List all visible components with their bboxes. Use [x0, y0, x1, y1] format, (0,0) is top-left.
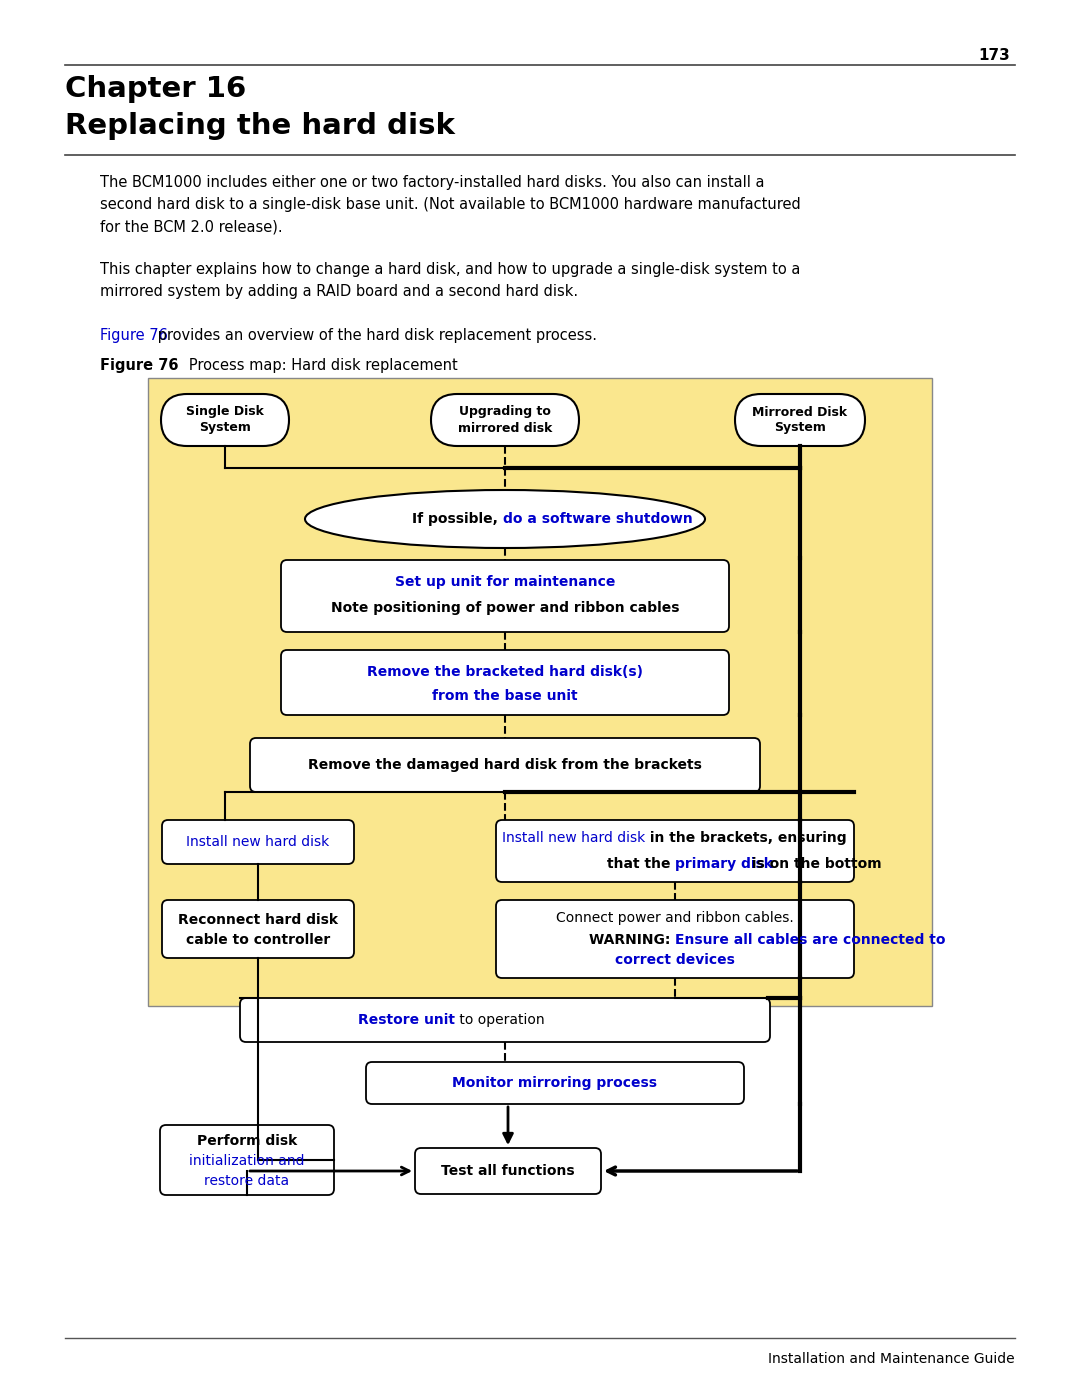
- Text: Restore unit: Restore unit: [357, 1013, 455, 1027]
- Text: Test all functions: Test all functions: [442, 1164, 575, 1178]
- Text: Monitor mirroring process: Monitor mirroring process: [453, 1076, 658, 1090]
- FancyBboxPatch shape: [161, 394, 289, 446]
- Text: If possible,: If possible,: [413, 511, 503, 527]
- Text: Remove the bracketed hard disk(s): Remove the bracketed hard disk(s): [367, 665, 643, 679]
- Text: Mirrored Disk
System: Mirrored Disk System: [753, 405, 848, 434]
- Text: cable to controller: cable to controller: [186, 933, 330, 947]
- Text: Single Disk
System: Single Disk System: [186, 405, 264, 434]
- Text: Ensure all cables are connected to: Ensure all cables are connected to: [675, 933, 945, 947]
- Text: Remove the damaged hard disk from the brackets: Remove the damaged hard disk from the br…: [308, 759, 702, 773]
- FancyBboxPatch shape: [162, 900, 354, 958]
- FancyBboxPatch shape: [496, 900, 854, 978]
- FancyBboxPatch shape: [249, 738, 760, 792]
- Text: Replacing the hard disk: Replacing the hard disk: [65, 112, 455, 140]
- Text: This chapter explains how to change a hard disk, and how to upgrade a single-dis: This chapter explains how to change a ha…: [100, 263, 800, 299]
- FancyBboxPatch shape: [735, 394, 865, 446]
- Text: correct devices: correct devices: [616, 953, 734, 967]
- Text: to operation: to operation: [455, 1013, 544, 1027]
- Text: 173: 173: [978, 47, 1010, 63]
- Text: The BCM1000 includes either one or two factory-installed hard disks. You also ca: The BCM1000 includes either one or two f…: [100, 175, 800, 235]
- Text: Installation and Maintenance Guide: Installation and Maintenance Guide: [768, 1352, 1015, 1366]
- Text: that the: that the: [607, 856, 675, 870]
- FancyBboxPatch shape: [496, 820, 854, 882]
- Text: Set up unit for maintenance: Set up unit for maintenance: [395, 576, 616, 590]
- Text: Reconnect hard disk: Reconnect hard disk: [178, 914, 338, 928]
- Text: do a software shutdown: do a software shutdown: [503, 511, 692, 527]
- Text: provides an overview of the hard disk replacement process.: provides an overview of the hard disk re…: [153, 328, 597, 344]
- Text: restore data: restore data: [204, 1173, 289, 1187]
- Text: Install new hard disk: Install new hard disk: [502, 831, 645, 845]
- Text: Upgrading to
mirrored disk: Upgrading to mirrored disk: [458, 405, 552, 434]
- FancyBboxPatch shape: [281, 560, 729, 631]
- Text: primary disk: primary disk: [675, 856, 773, 870]
- Text: is on the bottom: is on the bottom: [747, 856, 881, 870]
- Text: Perform disk: Perform disk: [197, 1134, 297, 1148]
- Text: WARNING:: WARNING:: [589, 933, 675, 947]
- Text: initialization and: initialization and: [189, 1154, 305, 1168]
- Text: from the base unit: from the base unit: [432, 689, 578, 703]
- FancyBboxPatch shape: [431, 394, 579, 446]
- FancyBboxPatch shape: [240, 997, 770, 1042]
- Text: Connect power and ribbon cables.: Connect power and ribbon cables.: [556, 911, 794, 925]
- Text: Install new hard disk: Install new hard disk: [187, 835, 329, 849]
- Text: Process map: Hard disk replacement: Process map: Hard disk replacement: [175, 358, 458, 373]
- Text: Figure 76: Figure 76: [100, 328, 167, 344]
- FancyBboxPatch shape: [366, 1062, 744, 1104]
- Text: Note positioning of power and ribbon cables: Note positioning of power and ribbon cab…: [330, 601, 679, 615]
- FancyBboxPatch shape: [162, 820, 354, 863]
- FancyBboxPatch shape: [415, 1148, 600, 1194]
- FancyBboxPatch shape: [281, 650, 729, 715]
- Ellipse shape: [305, 490, 705, 548]
- Text: in the brackets, ensuring: in the brackets, ensuring: [645, 831, 847, 845]
- Text: Chapter 16: Chapter 16: [65, 75, 246, 103]
- Text: Figure 76: Figure 76: [100, 358, 178, 373]
- FancyBboxPatch shape: [148, 379, 932, 1006]
- FancyBboxPatch shape: [160, 1125, 334, 1194]
